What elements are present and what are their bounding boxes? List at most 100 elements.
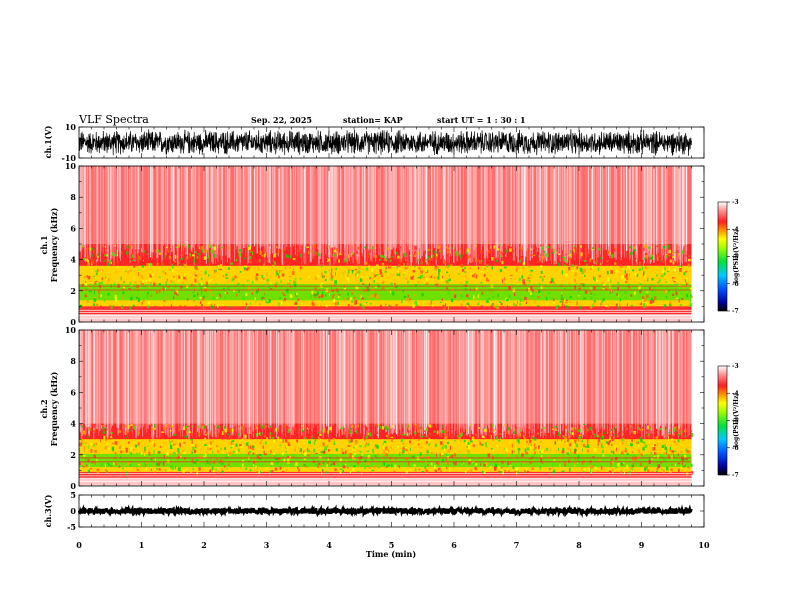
- streak: [331, 166, 333, 248]
- speckle: [188, 431, 192, 433]
- speckle: [363, 291, 366, 293]
- speckle: [669, 470, 672, 473]
- speckle: [108, 447, 111, 451]
- streak: [563, 166, 565, 263]
- streak: [151, 330, 153, 426]
- streak: [364, 330, 365, 435]
- speckle: [158, 283, 161, 286]
- streak: [532, 166, 534, 246]
- speckle: [348, 269, 351, 271]
- speckle: [399, 452, 401, 457]
- speckle: [591, 304, 594, 308]
- speckle: [686, 282, 688, 287]
- speckle: [481, 291, 484, 295]
- streak: [644, 330, 646, 439]
- speckle: [631, 260, 633, 263]
- speckle: [464, 433, 466, 437]
- streak: [363, 166, 365, 249]
- speckle: [448, 306, 449, 310]
- speckle: [474, 463, 478, 466]
- speckle: [564, 288, 566, 290]
- streak: [252, 330, 254, 436]
- speckle: [375, 274, 379, 276]
- speckle: [631, 465, 634, 467]
- speckle: [663, 304, 667, 308]
- speckle: [640, 303, 641, 306]
- speckle: [133, 276, 135, 281]
- streak: [208, 330, 210, 439]
- speckle: [516, 467, 519, 471]
- speckle: [544, 295, 546, 298]
- speckle: [428, 443, 431, 446]
- speckle: [228, 451, 231, 456]
- streak: [629, 330, 631, 435]
- speckle: [592, 302, 595, 305]
- ch1-spectrogram-panel: [79, 166, 693, 322]
- streak: [225, 166, 227, 256]
- speckle: [247, 451, 250, 456]
- speckle: [105, 438, 107, 441]
- speckle: [230, 262, 233, 265]
- speckle: [533, 285, 535, 289]
- streak: [254, 330, 256, 426]
- streak: [580, 330, 581, 435]
- streak: [418, 330, 419, 433]
- speckle: [399, 466, 400, 469]
- speckle: [615, 457, 618, 461]
- streak: [498, 166, 500, 247]
- speckle: [297, 306, 300, 310]
- speckle: [422, 276, 426, 279]
- speckle: [224, 436, 227, 440]
- speckle: [327, 258, 330, 262]
- speckle: [404, 266, 408, 270]
- speckle: [467, 280, 469, 284]
- speckle: [352, 455, 354, 460]
- speckle: [178, 295, 180, 297]
- streak: [679, 330, 681, 431]
- speckle: [163, 455, 165, 459]
- streak: [246, 330, 248, 434]
- speckle: [542, 434, 543, 437]
- speckle: [233, 277, 235, 281]
- speckle: [180, 257, 183, 260]
- speckle: [327, 430, 329, 434]
- streak: [596, 166, 598, 258]
- speckle: [592, 464, 595, 467]
- streak: [357, 166, 359, 264]
- streak: [516, 166, 517, 257]
- speckle: [213, 246, 216, 251]
- speckle: [104, 254, 107, 257]
- streak: [672, 166, 674, 251]
- streak: [214, 330, 216, 426]
- streak: [683, 166, 685, 246]
- speckle: [364, 466, 366, 470]
- speckle: [574, 458, 577, 460]
- streak: [199, 330, 201, 429]
- streak: [653, 166, 655, 252]
- streak: [676, 166, 678, 246]
- speckle: [260, 424, 263, 427]
- speckle: [529, 280, 531, 283]
- speckle: [537, 289, 541, 294]
- streak: [243, 166, 245, 248]
- streak: [351, 166, 353, 262]
- speckle: [292, 430, 294, 434]
- colorbar-tick-label: -3: [732, 199, 739, 206]
- speckle: [490, 471, 492, 473]
- speckle: [262, 445, 264, 449]
- speckle: [324, 279, 327, 282]
- streak: [344, 166, 346, 252]
- speckle: [208, 244, 210, 248]
- speckle: [643, 305, 646, 309]
- speckle: [210, 294, 213, 297]
- speckle: [318, 436, 320, 440]
- streak: [679, 330, 681, 436]
- speckle: [530, 269, 533, 272]
- speckle: [553, 459, 556, 461]
- speckle: [462, 300, 465, 302]
- speckle: [575, 265, 578, 268]
- speckle: [671, 463, 673, 466]
- streak: [504, 330, 506, 429]
- speckle: [254, 458, 256, 463]
- speckle: [459, 432, 461, 436]
